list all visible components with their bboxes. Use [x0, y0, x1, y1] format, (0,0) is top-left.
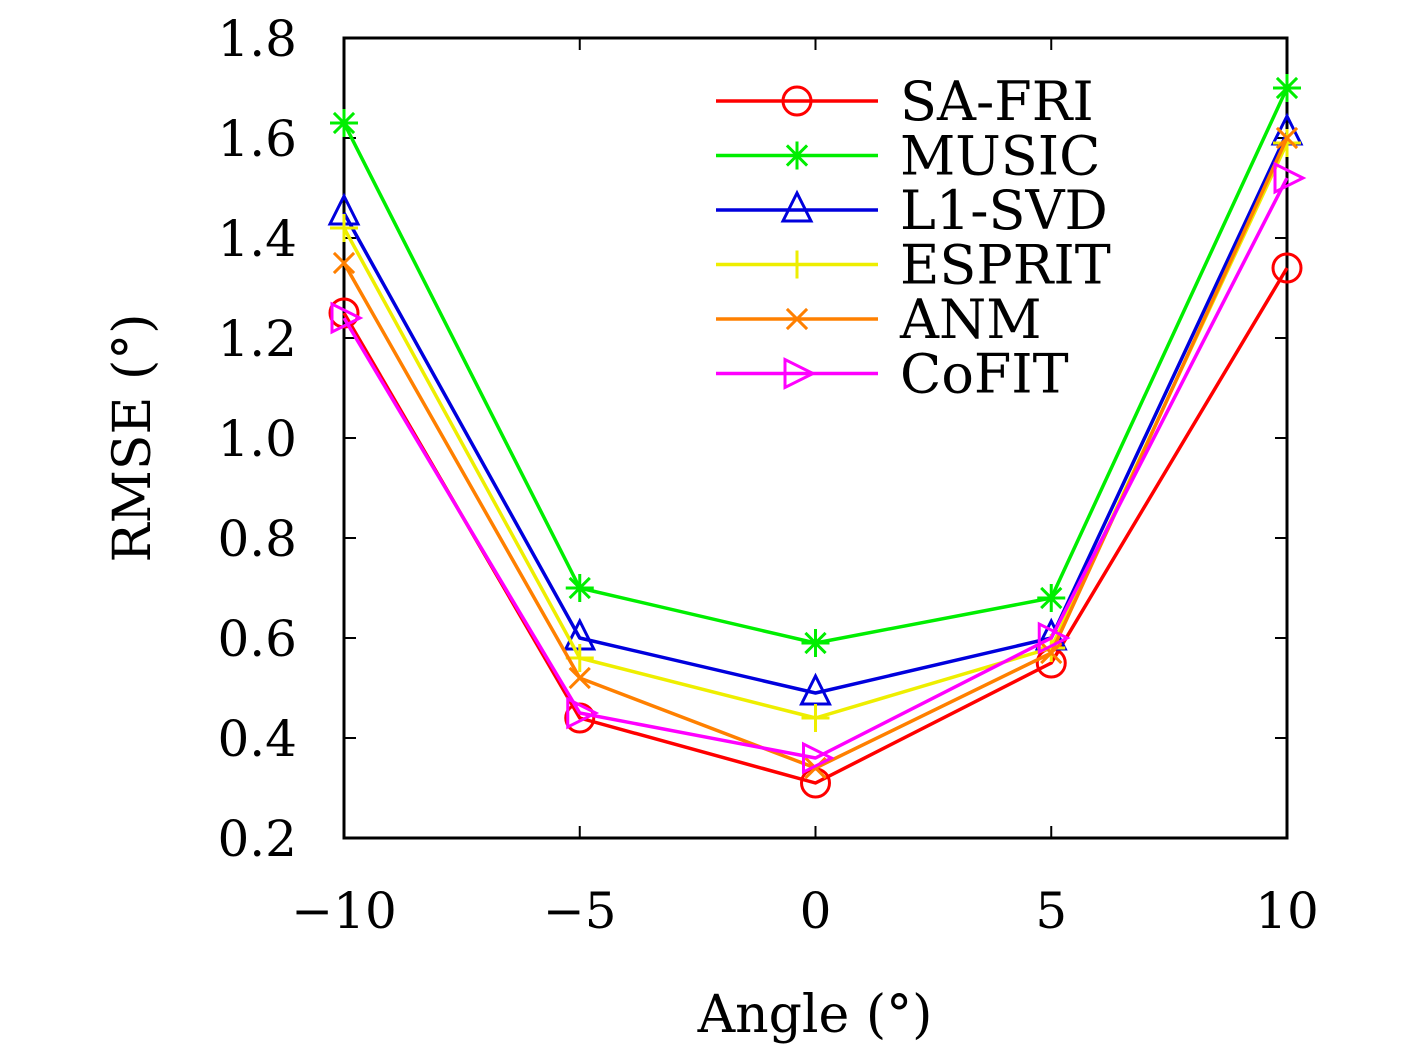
y-tick-labels: 0.2 0.4 0.6 0.8 1.0 1.2 1.4 1.6 1.8 [217, 10, 297, 868]
x-tick-label: −10 [291, 882, 397, 940]
y-tick-label: 1.6 [217, 110, 297, 168]
y-tick-label: 0.8 [217, 510, 297, 568]
x-tick-labels: −10 −5 0 5 10 [291, 882, 1319, 940]
legend-label: ANM [899, 288, 1042, 351]
cross-marker [568, 666, 591, 690]
x-tick-label: 0 [800, 882, 832, 940]
legend-label: SA-FRI [900, 70, 1094, 133]
asterisk-marker [565, 574, 594, 602]
cross-marker [785, 307, 809, 331]
y-tick-label: 1.4 [217, 210, 297, 268]
cross-marker [1040, 641, 1063, 665]
legend-item: ESPRIT [716, 234, 1111, 297]
plus-marker [783, 250, 811, 279]
y-tick-label: 0.4 [217, 710, 297, 768]
axis-ticks [344, 38, 1287, 838]
series-cofit [330, 161, 1307, 775]
x-tick-label: 10 [1255, 882, 1319, 940]
plus-marker [1273, 129, 1301, 157]
asterisk-marker [1273, 74, 1301, 102]
cross-marker [332, 251, 356, 275]
legend-item: L1-SVD [716, 179, 1108, 242]
legend-item: SA-FRI [716, 70, 1094, 133]
triangle-marker [780, 189, 814, 223]
x-axis-label: Angle (°) [697, 985, 933, 1045]
asterisk-marker [783, 141, 811, 170]
y-tick-label: 1.8 [217, 10, 297, 68]
series-music [330, 74, 1301, 657]
series-layer [327, 74, 1307, 799]
asterisk-marker [1037, 584, 1066, 612]
series-l1-svd [327, 112, 1304, 706]
x-tick-label: 5 [1035, 882, 1067, 940]
plus-marker [801, 704, 830, 732]
legend-label: L1-SVD [900, 179, 1108, 242]
legend-item: ANM [716, 288, 1042, 351]
series-line [342, 132, 1289, 695]
circle-marker [781, 85, 813, 117]
triangle-right-marker [783, 357, 817, 390]
asterisk-marker [330, 109, 358, 137]
circle-marker [1271, 252, 1303, 284]
y-tick-label: 1.2 [217, 310, 297, 368]
legend-label: ESPRIT [900, 234, 1111, 297]
legend-label: MUSIC [900, 125, 1100, 188]
legend-label: CoFIT [900, 343, 1069, 406]
plus-marker [565, 644, 594, 672]
cross-marker [1275, 126, 1299, 150]
triangle-right-marker [566, 696, 600, 730]
triangle-right-marker [802, 741, 835, 775]
y-tick-label: 0.2 [217, 810, 297, 868]
triangle-right-marker [1273, 161, 1307, 195]
series-line [342, 177, 1289, 760]
y-tick-label: 0.6 [217, 610, 297, 668]
triangle-right-marker [330, 301, 364, 335]
y-tick-label: 1.0 [217, 410, 297, 468]
y-axis-label: RMSE (°) [103, 313, 163, 562]
series-line [342, 87, 1289, 645]
triangle-right-marker [1037, 621, 1071, 655]
x-tick-label: −5 [543, 882, 617, 940]
legend-item: MUSIC [716, 125, 1100, 188]
plus-marker [330, 214, 358, 242]
legend-item: CoFIT [716, 343, 1069, 406]
asterisk-marker [801, 629, 830, 657]
